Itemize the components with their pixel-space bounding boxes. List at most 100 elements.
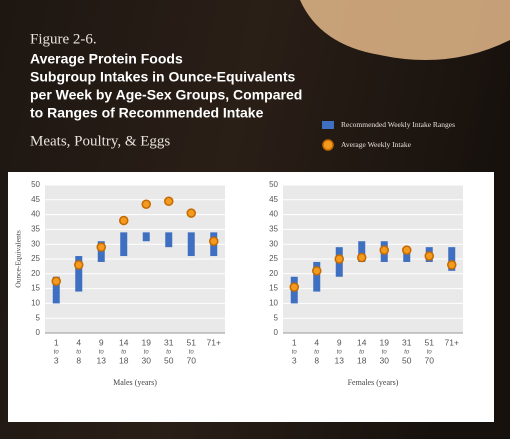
x-tick-label: 13 xyxy=(335,355,345,365)
y-tick-label: 5 xyxy=(36,313,41,322)
title-line: to Ranges of Recommended Intake xyxy=(30,105,264,121)
y-tick-label: 0 xyxy=(274,328,279,337)
y-axis-label: Ounce-Equivalents xyxy=(14,230,23,288)
average-dot xyxy=(289,282,299,292)
x-tick-label: 30 xyxy=(380,355,390,365)
x-tick-label: to xyxy=(144,350,150,356)
y-tick-label: 30 xyxy=(269,239,278,248)
average-dot xyxy=(164,196,174,207)
average-dot xyxy=(334,254,344,264)
y-tick-label: 25 xyxy=(31,254,40,263)
x-tick-label: to xyxy=(337,350,343,356)
x-tick-label: 14 xyxy=(357,337,367,347)
x-axis-label: Males (years) xyxy=(113,378,157,387)
x-tick-label: to xyxy=(189,350,195,356)
average-dot xyxy=(141,199,151,209)
x-tick-label: 31 xyxy=(402,337,412,347)
y-tick-label: 20 xyxy=(31,269,40,278)
x-tick-label: to xyxy=(404,350,410,356)
x-tick-label: 3 xyxy=(54,355,59,365)
legend-label: Average Weekly Intake xyxy=(341,140,412,149)
x-tick-label: 1 xyxy=(54,337,59,347)
x-tick-label: 51 xyxy=(187,337,197,347)
average-dot xyxy=(402,245,412,255)
average-dot xyxy=(74,260,84,270)
x-tick-label: 30 xyxy=(142,355,152,365)
title-line: per Week by Age-Sex Groups, Compared xyxy=(30,87,302,103)
x-tick-label: 14 xyxy=(119,337,129,347)
x-tick-label: 18 xyxy=(119,355,129,365)
legend-label: Recommended Weekly Intake Ranges xyxy=(341,120,455,129)
title-line: Average Protein Foods xyxy=(30,51,183,67)
average-dot xyxy=(312,266,322,276)
x-tick-label: 8 xyxy=(314,355,319,365)
y-tick-label: 50 xyxy=(269,180,278,189)
x-tick-label: to xyxy=(314,350,320,356)
x-tick-label: to xyxy=(382,350,388,356)
legend-dot xyxy=(322,139,334,151)
average-dot xyxy=(209,236,219,246)
x-tick-label: 18 xyxy=(357,355,367,365)
x-tick-label: 4 xyxy=(314,337,319,347)
x-tick-label: 9 xyxy=(337,337,342,347)
average-dot xyxy=(51,276,61,286)
y-tick-label: 10 xyxy=(31,299,40,308)
x-tick-label: 8 xyxy=(76,355,81,365)
average-dot xyxy=(447,260,457,270)
y-tick-label: 50 xyxy=(31,180,40,189)
y-tick-label: 20 xyxy=(269,269,278,278)
x-tick-label: 19 xyxy=(142,337,152,347)
y-tick-label: 40 xyxy=(31,210,40,219)
y-tick-label: 30 xyxy=(31,239,40,248)
range-bar xyxy=(187,232,195,257)
range-bar xyxy=(52,276,60,304)
y-tick-label: 45 xyxy=(31,195,40,204)
subtitle: Meats, Poultry, & Eggs xyxy=(30,133,170,149)
x-axis-label: Females (years) xyxy=(348,378,399,387)
x-tick-label: 9 xyxy=(99,337,104,347)
x-tick-label: 70 xyxy=(187,355,197,365)
range-bar xyxy=(358,241,366,262)
average-dot xyxy=(119,215,129,226)
average-dot xyxy=(96,242,106,252)
average-dot xyxy=(379,245,389,255)
average-dot xyxy=(424,251,434,261)
y-tick-label: 15 xyxy=(269,284,278,293)
figure-label: Figure 2-6. xyxy=(30,31,97,47)
x-tick-label: 71+ xyxy=(445,337,459,347)
x-tick-label: 31 xyxy=(164,337,174,347)
y-tick-label: 40 xyxy=(269,210,278,219)
range-bar xyxy=(448,247,456,271)
range-bar xyxy=(120,232,128,257)
x-tick-label: to xyxy=(54,350,60,356)
x-tick-label: 71+ xyxy=(207,337,221,347)
x-tick-label: 13 xyxy=(97,355,107,365)
x-tick-label: 50 xyxy=(402,355,412,365)
range-bar xyxy=(75,256,83,292)
x-tick-label: to xyxy=(76,350,82,356)
x-tick-label: 19 xyxy=(380,337,390,347)
x-tick-label: 1 xyxy=(292,337,297,347)
y-tick-label: 10 xyxy=(269,299,278,308)
x-tick-label: to xyxy=(99,350,105,356)
y-tick-label: 5 xyxy=(274,313,279,322)
food-photo xyxy=(300,0,510,60)
x-tick-label: 4 xyxy=(76,337,81,347)
range-bar xyxy=(165,232,173,248)
x-tick-label: to xyxy=(166,350,172,356)
legend-swatch xyxy=(322,121,334,129)
y-tick-label: 45 xyxy=(269,195,278,204)
range-bar xyxy=(142,232,150,242)
x-tick-label: to xyxy=(359,350,365,356)
x-tick-label: to xyxy=(292,350,298,356)
x-tick-label: 51 xyxy=(425,337,435,347)
x-tick-label: 50 xyxy=(164,355,174,365)
x-tick-label: to xyxy=(121,350,127,356)
y-tick-label: 15 xyxy=(31,284,40,293)
average-dot xyxy=(186,208,196,218)
x-tick-label: to xyxy=(427,350,433,356)
y-tick-label: 0 xyxy=(36,328,41,337)
y-tick-label: 35 xyxy=(269,225,278,234)
title-line: Subgroup Intakes in Ounce-Equivalents xyxy=(30,69,295,85)
